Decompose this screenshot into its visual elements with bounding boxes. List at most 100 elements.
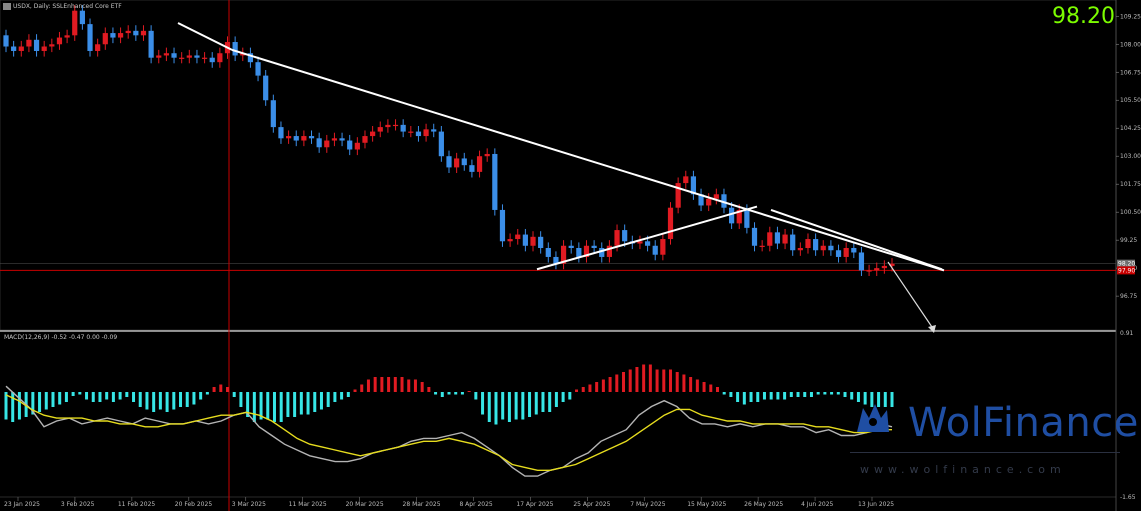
macd-hist-bar: [98, 392, 102, 402]
macd-hist-bar: [890, 392, 894, 407]
candle-body: [186, 55, 192, 58]
macd-hist-bar: [762, 392, 766, 400]
candle-body: [324, 140, 330, 148]
macd-hist-bar: [581, 387, 585, 392]
current-price: 98.20: [1052, 4, 1115, 29]
macd-hist-bar: [333, 392, 337, 402]
macd-hist-bar: [387, 377, 391, 392]
macd-hist-bar: [715, 387, 719, 392]
candle-body: [117, 33, 124, 38]
candle-body: [95, 44, 101, 51]
macd-hist-bar: [165, 392, 169, 412]
candle-body: [507, 239, 513, 242]
macd-hist-bar: [306, 392, 310, 415]
x-tick-label: 20 Feb 2025: [175, 501, 213, 508]
macd-hist-bar: [883, 392, 887, 407]
macd-hist-bar: [742, 392, 746, 405]
candle-body: [431, 129, 437, 132]
candle-body: [889, 263, 895, 266]
macd-hist-bar: [662, 369, 666, 392]
trendline: [231, 48, 945, 272]
macd-hist-bar: [548, 392, 552, 412]
logo-divider: [850, 452, 1120, 453]
candle-body: [278, 127, 284, 139]
macd-hist-bar: [105, 392, 109, 400]
macd-hist-bar: [199, 392, 203, 400]
candle-body: [560, 245, 567, 264]
macd-hist-bar: [769, 392, 773, 400]
macd-hist-bar: [212, 387, 216, 392]
macd-hist-bar: [400, 377, 404, 392]
macd-hist-bar: [776, 392, 780, 400]
candle-body: [667, 207, 674, 240]
candle-body: [194, 55, 200, 58]
candle-body: [56, 37, 63, 45]
macd-hist-bar: [172, 392, 176, 410]
candle-body: [476, 156, 483, 172]
macd-hist-bar: [460, 392, 464, 395]
macd-hist-bar: [601, 379, 605, 392]
macd-hist-bar: [856, 392, 860, 402]
candle-body: [423, 129, 429, 137]
macd-hist-bar: [689, 377, 693, 392]
y-tick-label: 101.75: [1120, 181, 1141, 188]
candle-body: [41, 46, 47, 51]
macd-hist-bar: [816, 392, 820, 395]
macd-hist-bar: [111, 392, 115, 402]
macd-hist-bar: [413, 379, 417, 392]
macd-hist-bar: [561, 392, 565, 402]
macd-hist-bar: [521, 392, 525, 420]
macd-hist-bar: [554, 392, 558, 407]
macd-hist-bar: [695, 379, 699, 392]
trendline: [647, 205, 758, 239]
candle-body: [64, 35, 70, 38]
projection-arrowhead: [928, 325, 936, 333]
candle-body: [835, 250, 842, 257]
macd-hist-bar: [608, 377, 612, 392]
x-tick-label: 28 Mar 2025: [403, 501, 441, 508]
candle-body: [3, 35, 9, 47]
macd-hist-bar: [749, 392, 753, 402]
macd-hist-bar: [132, 392, 136, 402]
y-tick-label: 100.50: [1120, 209, 1141, 216]
candle-body: [148, 30, 154, 58]
logo-wordmark: WolFinance: [908, 400, 1139, 446]
candle-body: [392, 124, 399, 127]
candle-body: [301, 136, 307, 141]
macd-hist-bar: [239, 392, 243, 407]
x-tick-label: 11 Mar 2025: [289, 501, 327, 508]
candle-body: [308, 136, 315, 139]
candle-body: [438, 131, 444, 157]
candle-body: [843, 248, 849, 257]
candle-body: [782, 234, 788, 244]
macd-hist-bar: [51, 392, 55, 407]
candle-body: [713, 194, 719, 199]
macd-hist-bar: [877, 392, 881, 407]
candle-body: [454, 158, 460, 168]
macd-hist-bar: [286, 392, 290, 417]
macd-hist-bar: [366, 379, 370, 392]
macd-hist-bar: [232, 392, 236, 397]
x-tick-label: 17 Apr 2025: [516, 501, 553, 508]
macd-hist-bar: [628, 369, 632, 392]
candle-body: [339, 138, 345, 141]
macd-hist-bar: [319, 392, 323, 410]
wolf-logo-icon: [857, 404, 889, 432]
candle-body: [492, 153, 498, 210]
macd-hist-bar: [682, 374, 686, 392]
macd-hist-bar: [635, 367, 639, 392]
macd-hist-bar: [434, 392, 438, 395]
price-panel-frame: [0, 0, 1117, 331]
macd-hist-bar: [138, 392, 142, 407]
macd-hist-bar: [293, 392, 297, 417]
macd-hist-bar: [340, 392, 344, 400]
candle-body: [751, 227, 758, 246]
candle-body: [79, 10, 85, 25]
candle-body: [576, 248, 582, 257]
macd-hist-bar: [588, 384, 592, 392]
candle-body: [866, 270, 872, 272]
macd-hist-bar: [299, 392, 303, 415]
candle-body: [316, 138, 322, 148]
x-tick-label: 11 Feb 2025: [118, 501, 156, 508]
price-axis-label: 98.20: [1118, 261, 1135, 268]
